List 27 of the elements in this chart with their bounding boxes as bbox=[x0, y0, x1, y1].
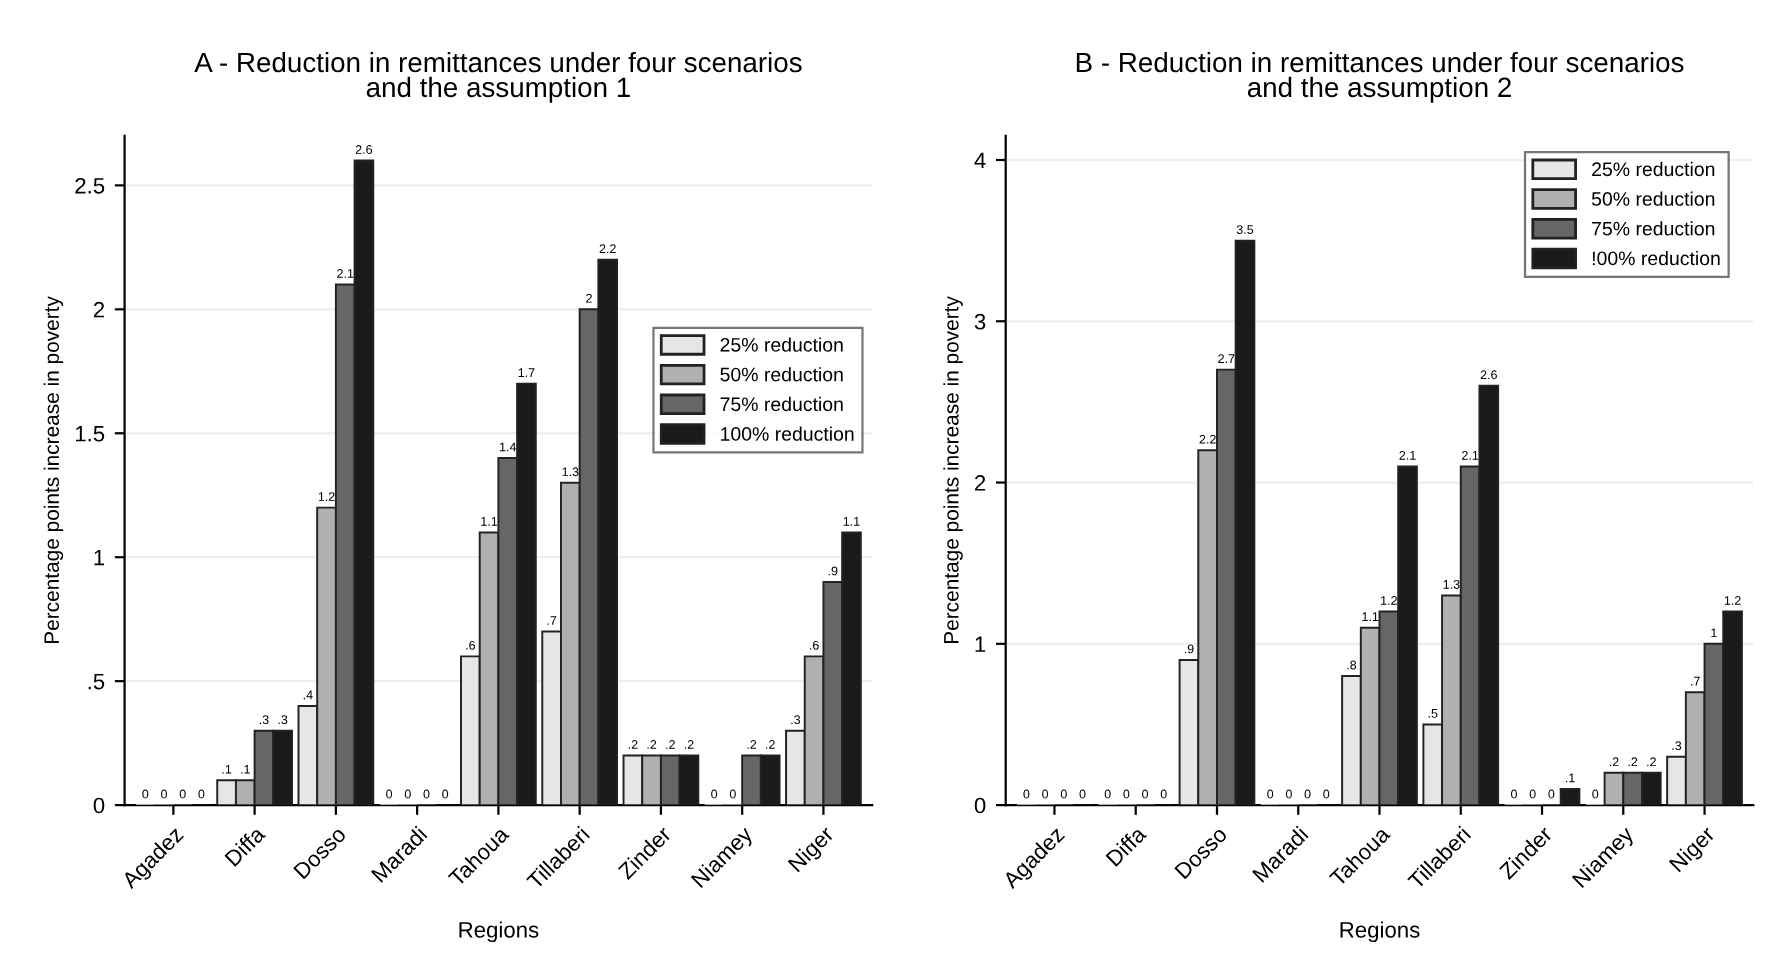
y-tick-label: 2 bbox=[975, 475, 986, 491]
legend-label: 25% reduction bbox=[720, 337, 843, 352]
y-tick-label: 2.5 bbox=[75, 177, 105, 194]
legend-label: 25% reduction bbox=[1592, 161, 1715, 177]
y-axis-title: Percentage points increase in poverty bbox=[43, 296, 64, 644]
legend-label: 100% reduction bbox=[721, 426, 854, 441]
legend-label: 75% reduction bbox=[1592, 221, 1715, 236]
y-tick-label: 0 bbox=[93, 797, 105, 814]
x-axis-title: Regions bbox=[459, 921, 539, 943]
y-axis-title: Percentage points increase in poverty bbox=[943, 296, 963, 644]
y-tick-label: 1.5 bbox=[75, 426, 105, 442]
chart-title: B - Reduction in remittances under four scenarios and the assumption 2 bbox=[1076, 51, 1684, 103]
chart-title: A - Reduction in remittances under four scenarios and the assumption 1 bbox=[194, 51, 802, 103]
x-tick-label: Diffa bbox=[223, 824, 267, 867]
y-tick-label: 2 bbox=[93, 301, 105, 318]
y-tick-label: 4 bbox=[974, 152, 986, 169]
x-axis-title: Regions bbox=[1340, 921, 1420, 943]
y-tick-label: 1 bbox=[975, 636, 986, 652]
legend-label: 75% reduction bbox=[720, 396, 843, 412]
y-tick-label: .5 bbox=[88, 673, 105, 690]
x-tick-label: Diffa bbox=[1104, 824, 1148, 867]
y-tick-label: 3 bbox=[974, 313, 986, 330]
legend-label: 50% reduction bbox=[720, 367, 843, 382]
y-tick-label: 1 bbox=[94, 549, 105, 566]
legend-label: !00% reduction bbox=[1592, 250, 1720, 266]
y-tick-label: 0 bbox=[974, 797, 986, 814]
legend-label: 50% reduction bbox=[1591, 191, 1715, 206]
